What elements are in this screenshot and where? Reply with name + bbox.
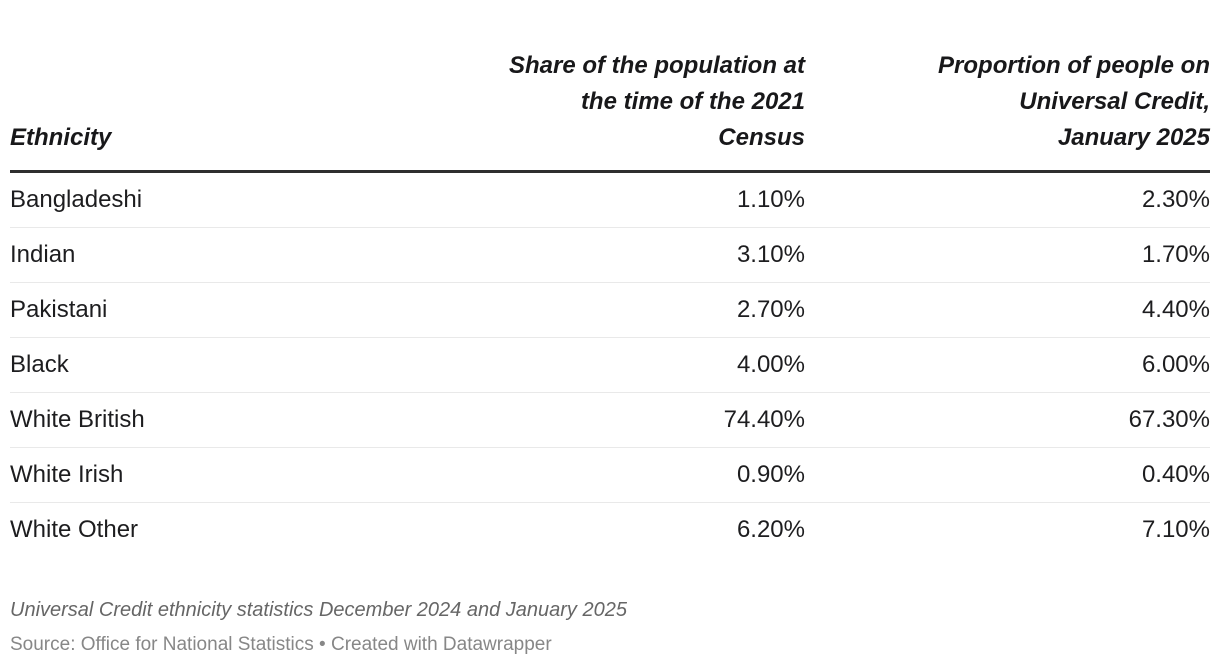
column-header-census-share: Share of the population at the time of t… xyxy=(442,0,805,173)
ethnicity-cell: White Irish xyxy=(10,447,442,503)
census-share-cell: 6.20% xyxy=(736,516,805,543)
uc-proportion-cell: 7.10% xyxy=(1141,516,1210,543)
table-row: Indian 3.10% 1.70% xyxy=(10,227,1210,283)
table-row: Pakistani 2.70% 4.40% xyxy=(10,282,1210,338)
ethnicity-cell: Pakistani xyxy=(10,282,442,338)
ethnicity-cell: Bangladeshi xyxy=(10,171,442,228)
uc-proportion-cell: 67.30% xyxy=(805,392,1210,448)
table-body: Bangladeshi 1.10% 2.30% Indian 3.10% 1.70% Pak… xyxy=(10,171,1210,558)
census-share-cell: 3.10% xyxy=(442,227,805,283)
column-header-ethnicity: Ethnicity xyxy=(10,0,442,173)
uc-proportion-cell: 2.30% xyxy=(805,171,1210,228)
table-row: Bangladeshi 1.10% 2.30% xyxy=(10,171,1210,228)
source-attribution: Source: Office for National Statistics •… xyxy=(10,634,552,655)
table-header: Ethnicity Share of the population at the… xyxy=(10,0,1210,173)
table-footer: Universal Credit ethnicity statistics De… xyxy=(10,597,1210,657)
uc-proportion-cell: 4.40% xyxy=(805,282,1210,338)
census-share-cell: 4.00% xyxy=(442,337,805,393)
ethnicity-cell: White Other xyxy=(10,516,139,543)
table-row: Black 4.00% 6.00% xyxy=(10,337,1210,393)
ethnicity-cell: Indian xyxy=(10,227,442,283)
census-share-cell: 0.90% xyxy=(442,447,805,503)
table-row: White Irish 0.90% 0.40% xyxy=(10,447,1210,503)
census-share-cell: 1.10% xyxy=(442,171,805,228)
ethnicity-cell: Black xyxy=(10,337,442,393)
uc-proportion-cell: 6.00% xyxy=(805,337,1210,393)
uc-proportion-cell: 0.40% xyxy=(805,447,1210,503)
table-row: White British 74.40% 67.30% xyxy=(10,392,1210,448)
census-share-cell: 2.70% xyxy=(442,282,805,338)
table-header-row: Ethnicity Share of the population at the… xyxy=(10,0,1210,173)
ethnicity-statistics-table: Ethnicity Share of the population at the… xyxy=(10,0,1210,557)
census-share-cell: 74.40% xyxy=(442,392,805,448)
ethnicity-cell: White British xyxy=(10,392,442,448)
column-header-universal-credit: Proportion of people on Universal Credit… xyxy=(805,0,1210,173)
table-note: Universal Credit ethnicity statistics De… xyxy=(10,599,627,621)
uc-proportion-cell: 1.70% xyxy=(805,227,1210,283)
table-row: White Other 6.20% 7.10% xyxy=(10,503,1210,558)
